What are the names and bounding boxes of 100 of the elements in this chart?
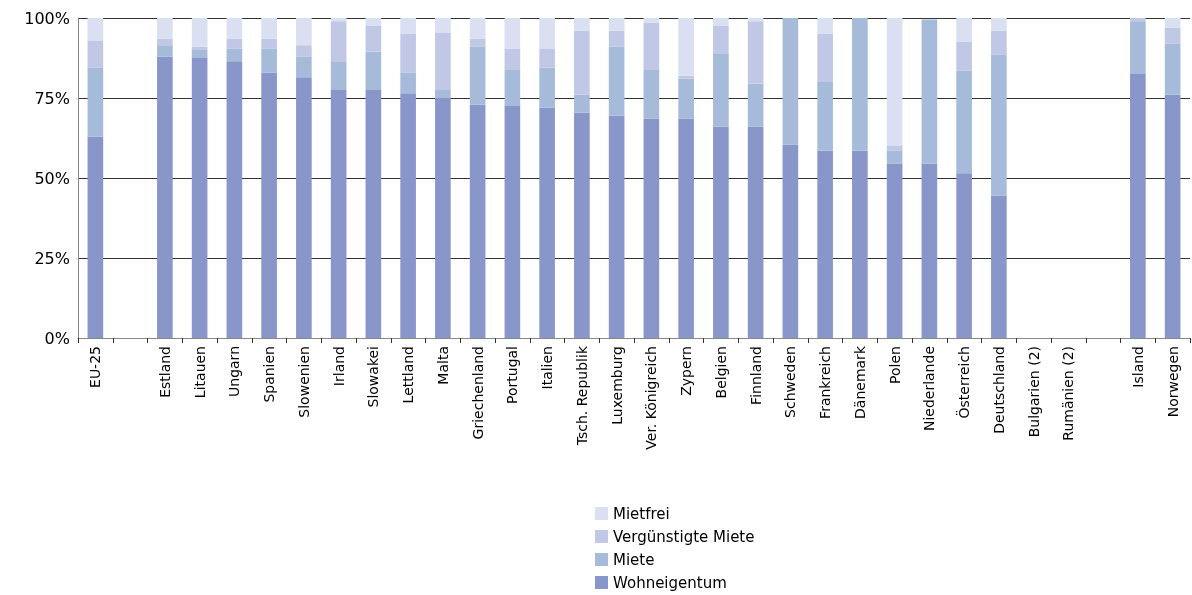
x-tick-label: Spanien	[261, 346, 278, 403]
bar	[469, 18, 486, 39]
bar	[1164, 18, 1181, 28]
legend-label: Wohneigentum	[613, 573, 727, 592]
x-tick-label: Lettland	[400, 346, 417, 404]
bar	[539, 107, 555, 338]
bar	[956, 173, 972, 338]
x-tick-label: Irland	[330, 346, 347, 387]
bar	[469, 38, 486, 47]
bar	[296, 18, 312, 46]
x-tick-label: Frankreich	[817, 346, 834, 419]
legend-label: Miete	[613, 550, 655, 569]
bar	[956, 70, 972, 174]
x-tick-label: Niederlande	[921, 346, 938, 432]
bar	[608, 30, 625, 47]
x-tick-label: Belgien	[712, 346, 729, 399]
bar	[226, 48, 243, 62]
bar	[782, 18, 799, 145]
bar	[643, 118, 660, 338]
bar	[991, 195, 1007, 338]
bar	[330, 90, 347, 338]
bar	[330, 18, 347, 22]
bar	[713, 26, 729, 54]
bar	[886, 18, 903, 146]
bar	[400, 18, 416, 34]
bar	[852, 150, 868, 338]
bar	[157, 56, 173, 338]
bar	[435, 18, 451, 33]
bar	[400, 72, 416, 94]
bar	[330, 21, 347, 62]
bar	[1130, 18, 1146, 22]
x-tick-label: Norwegen	[1164, 346, 1181, 418]
bar	[504, 69, 521, 106]
bar	[574, 30, 590, 95]
bar	[435, 90, 451, 98]
bar	[574, 112, 590, 338]
x-tick-label: Polen	[886, 346, 903, 384]
x-tick-label: Slowenien	[295, 346, 312, 418]
bar	[921, 19, 938, 164]
bar	[296, 45, 312, 57]
x-tick-label: Zypern	[678, 346, 695, 396]
bar	[226, 61, 243, 338]
bar	[991, 18, 1007, 31]
x-tick-label: Finnland	[747, 346, 764, 405]
bar	[191, 50, 208, 58]
legend-label: Mietfrei	[613, 504, 670, 523]
bar	[539, 67, 555, 108]
bar	[643, 18, 660, 23]
bar	[365, 26, 382, 52]
x-tick-label: Slowakei	[365, 346, 382, 408]
bar	[400, 93, 416, 338]
bar	[817, 18, 833, 34]
bar	[1164, 43, 1181, 95]
bar	[400, 34, 416, 73]
x-tick-label: Österreich	[955, 346, 973, 419]
bar	[504, 18, 521, 49]
bar	[1130, 74, 1146, 338]
x-tick-label: Italien	[539, 346, 556, 390]
bar	[504, 106, 521, 338]
y-tick-label: 75%	[34, 88, 70, 108]
bar	[226, 38, 243, 49]
bar	[296, 77, 312, 338]
bar	[87, 18, 104, 41]
x-tick-label: Island	[1129, 346, 1146, 388]
bar	[1164, 94, 1181, 338]
bar	[157, 45, 173, 57]
bar	[678, 18, 694, 76]
bar	[261, 18, 277, 39]
x-tick-label: Estland	[156, 346, 173, 398]
bar	[886, 163, 903, 338]
bar	[991, 30, 1007, 55]
bar	[991, 54, 1007, 196]
bar	[87, 136, 104, 338]
bar	[365, 51, 382, 90]
bar	[713, 18, 729, 26]
bar	[539, 48, 555, 68]
bar	[643, 22, 660, 70]
bar	[296, 56, 312, 78]
y-tick-label: 100%	[24, 8, 70, 28]
bar	[226, 18, 243, 39]
bar	[87, 67, 104, 137]
bar	[817, 150, 833, 338]
bar	[678, 78, 694, 119]
y-tick-label: 0%	[44, 328, 70, 348]
bar	[747, 21, 764, 84]
bar	[713, 53, 729, 127]
bar	[886, 146, 903, 151]
x-tick-label: Litauen	[191, 346, 208, 399]
bar	[330, 61, 347, 90]
x-tick-label: Malta	[434, 346, 451, 385]
bar	[574, 18, 590, 31]
bar	[817, 34, 833, 82]
y-tick-label: 25%	[34, 248, 70, 268]
bar	[678, 118, 694, 338]
bar	[921, 163, 938, 338]
x-tick-label: EU-25	[87, 346, 104, 388]
bar	[469, 46, 486, 105]
bar	[1130, 21, 1146, 74]
bar	[365, 18, 382, 26]
bar	[608, 18, 625, 31]
